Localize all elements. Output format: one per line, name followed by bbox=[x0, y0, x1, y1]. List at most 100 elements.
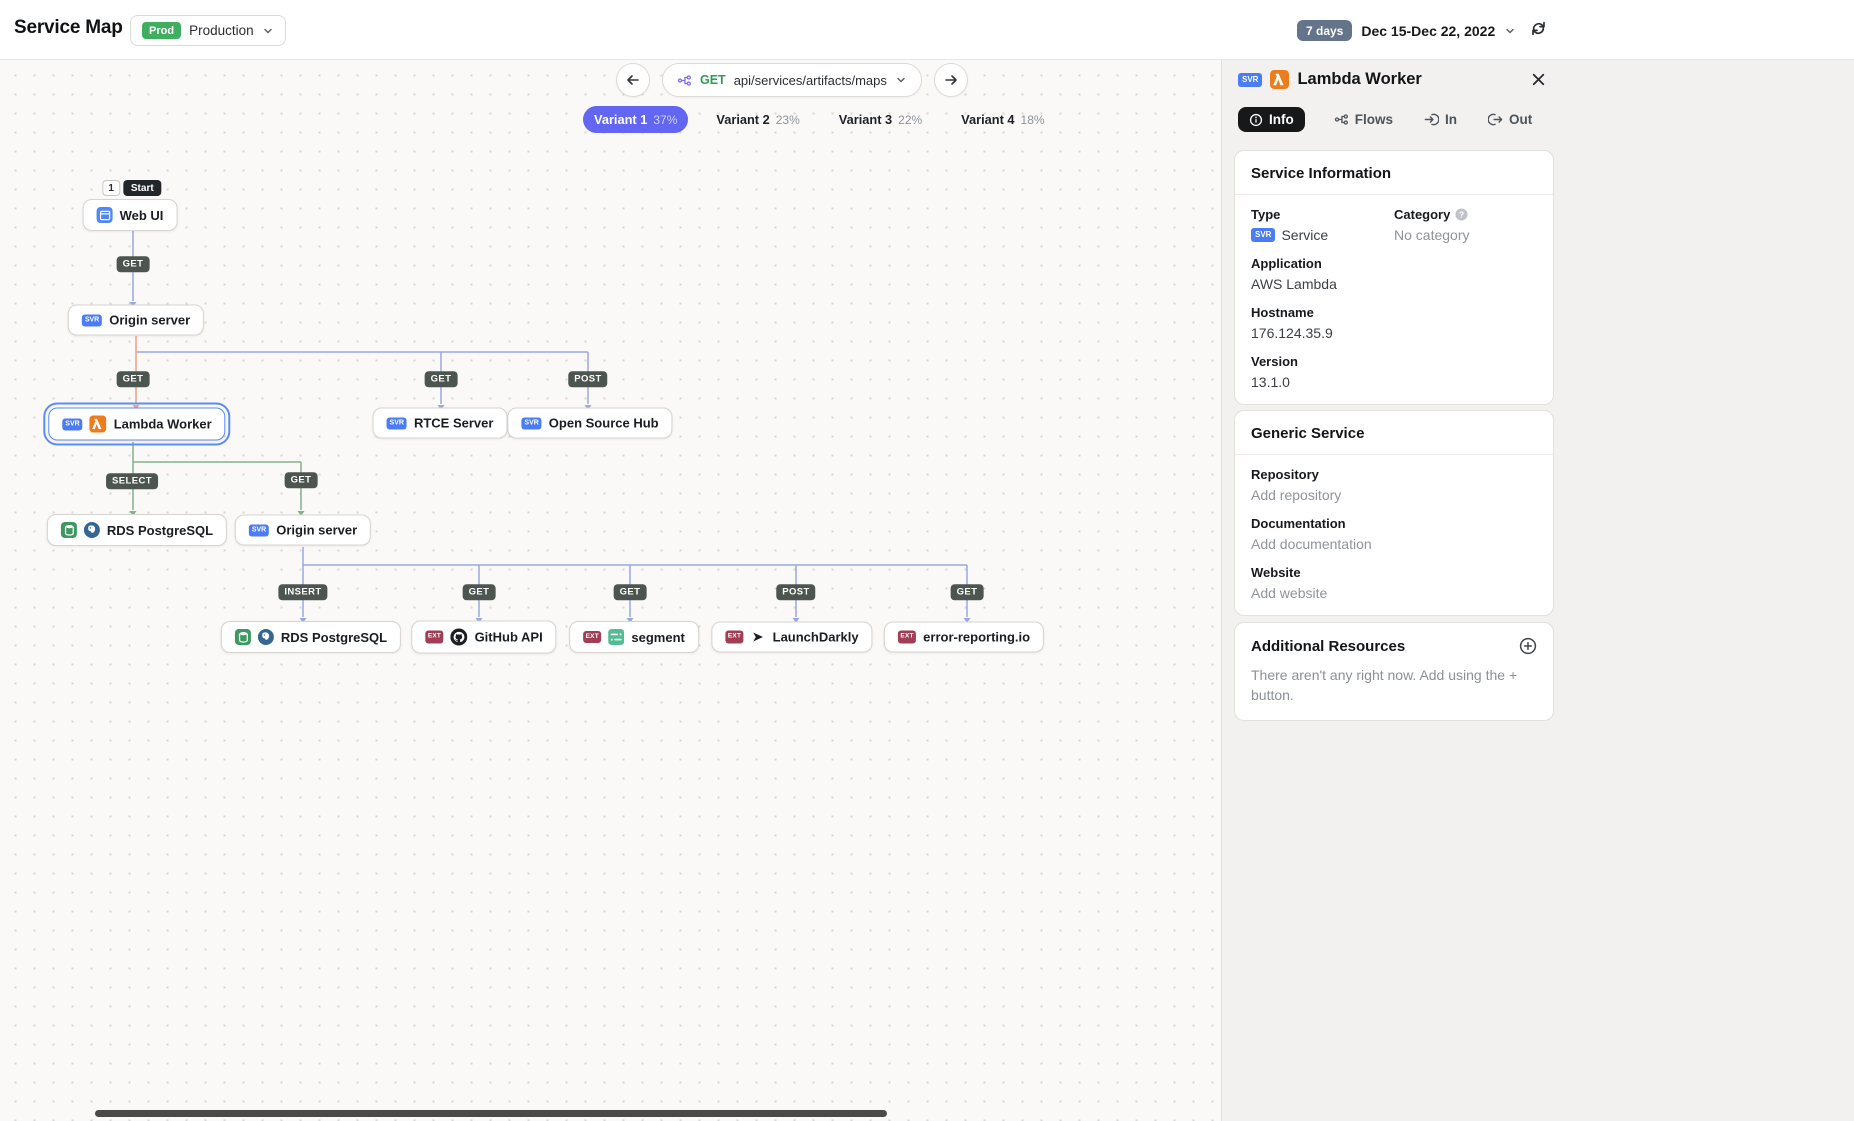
version-value: 13.1.0 bbox=[1251, 374, 1290, 390]
card-heading: Service Information bbox=[1251, 165, 1392, 182]
node-rds-postgresql-1[interactable]: RDS PostgreSQL bbox=[46, 514, 228, 546]
tab-flows[interactable]: Flows bbox=[1332, 107, 1395, 132]
node-rds-postgresql-2[interactable]: RDS PostgreSQL bbox=[220, 621, 402, 653]
horizontal-scrollbar[interactable] bbox=[95, 1110, 887, 1117]
postgresql-icon bbox=[257, 629, 274, 645]
node-origin-server-2[interactable]: SVR Origin server bbox=[234, 514, 372, 546]
ext-badge: EXT bbox=[583, 630, 602, 644]
env-badge: Prod bbox=[142, 22, 182, 39]
endpoint-path: api/services/artifacts/maps bbox=[733, 72, 887, 88]
range-badge: 7 days bbox=[1297, 20, 1353, 41]
tab-variant-4[interactable]: Variant 4 18% bbox=[961, 112, 1045, 127]
svr-badge: SVR bbox=[81, 314, 103, 326]
flow-navigation: GET api/services/artifacts/maps bbox=[616, 63, 968, 97]
date-range-select[interactable]: 7 days Dec 15-Dec 22, 2022 bbox=[1297, 15, 1516, 46]
add-website-link[interactable]: Add website bbox=[1251, 585, 1328, 601]
endpoint-selector[interactable]: GET api/services/artifacts/maps bbox=[662, 63, 922, 97]
panel-tabs: Info Flows In bbox=[1238, 107, 1544, 132]
empty-resources-text: There aren't any right now. Add using th… bbox=[1251, 667, 1518, 704]
variant-tabs: Variant 1 37% Variant 2 23% Variant 3 22… bbox=[583, 106, 1056, 133]
next-flow-button[interactable] bbox=[933, 63, 968, 97]
node-segment[interactable]: EXT segment bbox=[569, 621, 699, 653]
environment-select[interactable]: Prod Production bbox=[130, 15, 286, 46]
repository-label: Repository bbox=[1251, 467, 1319, 482]
edge-label-get: GET bbox=[462, 584, 496, 600]
edge-label-get: GET bbox=[424, 371, 458, 387]
svr-badge: SVR bbox=[62, 418, 83, 430]
tab-variant-2[interactable]: Variant 2 23% bbox=[716, 112, 800, 127]
edge-label-insert: INSERT bbox=[278, 584, 328, 600]
arrow-left-icon bbox=[625, 72, 641, 88]
arrow-in-icon bbox=[1424, 112, 1440, 127]
service-information-card: Service Information Type SVR Service Cat… bbox=[1234, 150, 1554, 405]
node-lambda-worker[interactable]: SVR Lambda Worker bbox=[43, 402, 231, 446]
range-dates: Dec 15-Dec 22, 2022 bbox=[1361, 22, 1496, 39]
generic-service-card: Generic Service Repository Add repositor… bbox=[1234, 410, 1554, 616]
hostname-label: Hostname bbox=[1251, 305, 1314, 320]
service-map-canvas[interactable] bbox=[0, 60, 1221, 1121]
aws-lambda-icon bbox=[1270, 70, 1290, 89]
node-launchdarkly[interactable]: EXT LaunchDarkly bbox=[711, 621, 873, 653]
aws-lambda-icon bbox=[89, 415, 107, 433]
previous-flow-button[interactable] bbox=[616, 63, 650, 97]
application-label: Application bbox=[1251, 256, 1322, 271]
add-resource-button[interactable] bbox=[1519, 637, 1537, 655]
add-repository-link[interactable]: Add repository bbox=[1251, 487, 1342, 503]
arrow-out-icon bbox=[1488, 112, 1503, 127]
refresh-icon bbox=[1529, 19, 1548, 38]
tab-variant-1[interactable]: Variant 1 37% bbox=[583, 106, 689, 133]
tab-in[interactable]: In bbox=[1422, 107, 1459, 132]
card-heading: Additional Resources bbox=[1251, 637, 1406, 655]
edge-label-post: POST bbox=[776, 584, 816, 600]
tab-variant-3[interactable]: Variant 3 22% bbox=[838, 112, 923, 127]
start-label: Start bbox=[122, 180, 162, 196]
node-error-reporting[interactable]: EXT error-reporting.io bbox=[883, 621, 1045, 653]
launchdarkly-icon bbox=[751, 630, 766, 645]
application-value: AWS Lambda bbox=[1251, 276, 1337, 292]
svr-badge: SVR bbox=[1238, 72, 1263, 87]
edge-label-post: POST bbox=[568, 371, 608, 387]
svr-badge: SVR bbox=[386, 417, 407, 429]
close-panel-button[interactable] bbox=[1530, 71, 1547, 88]
node-web-ui[interactable]: Web UI bbox=[82, 199, 178, 231]
svg-text:?: ? bbox=[1459, 209, 1464, 219]
detail-panel: SVR Lambda Worker Info bbox=[1221, 60, 1854, 1121]
svr-badge: SVR bbox=[521, 417, 542, 429]
tab-info[interactable]: Info bbox=[1238, 107, 1305, 132]
env-name: Production bbox=[189, 23, 254, 38]
top-bar: Service Map Prod Production 7 days Dec 1… bbox=[0, 0, 1854, 60]
additional-resources-card: Additional Resources There aren't any ri… bbox=[1234, 622, 1554, 721]
postgresql-icon bbox=[83, 522, 100, 538]
hostname-value: 176.124.35.9 bbox=[1251, 325, 1333, 341]
svr-badge: SVR bbox=[248, 524, 270, 536]
flow-icon bbox=[1334, 112, 1349, 127]
help-icon[interactable]: ? bbox=[1455, 208, 1468, 221]
add-documentation-link[interactable]: Add documentation bbox=[1251, 536, 1372, 552]
chevron-down-icon bbox=[895, 74, 907, 86]
endpoint-method: GET bbox=[700, 73, 726, 87]
edge-label-get: GET bbox=[116, 256, 150, 272]
plus-circle-icon bbox=[1519, 637, 1537, 655]
chevron-down-icon bbox=[262, 25, 274, 37]
panel-header: SVR Lambda Worker bbox=[1238, 70, 1422, 89]
edge-label-select: SELECT bbox=[106, 473, 158, 489]
tab-out[interactable]: Out bbox=[1486, 107, 1534, 132]
edge-label-get: GET bbox=[116, 371, 150, 387]
category-label: Category ? bbox=[1394, 207, 1537, 222]
type-value: SVR Service bbox=[1251, 227, 1394, 243]
chevron-down-icon bbox=[1504, 25, 1516, 37]
node-open-source-hub[interactable]: SVR Open Source Hub bbox=[507, 407, 673, 439]
category-value: No category bbox=[1394, 227, 1470, 243]
ext-badge: EXT bbox=[425, 630, 444, 644]
refresh-button[interactable] bbox=[1529, 19, 1548, 38]
node-github-api[interactable]: EXT GitHub API bbox=[411, 620, 557, 654]
arrow-right-icon bbox=[943, 72, 959, 88]
node-origin-server-1[interactable]: SVR Origin server bbox=[67, 304, 205, 336]
browser-icon bbox=[96, 207, 113, 223]
node-rtce-server[interactable]: SVR RTCE Server bbox=[372, 407, 508, 439]
ext-badge: EXT bbox=[725, 630, 744, 644]
ext-badge: EXT bbox=[897, 630, 917, 644]
card-heading: Generic Service bbox=[1251, 425, 1365, 442]
version-label: Version bbox=[1251, 354, 1298, 369]
